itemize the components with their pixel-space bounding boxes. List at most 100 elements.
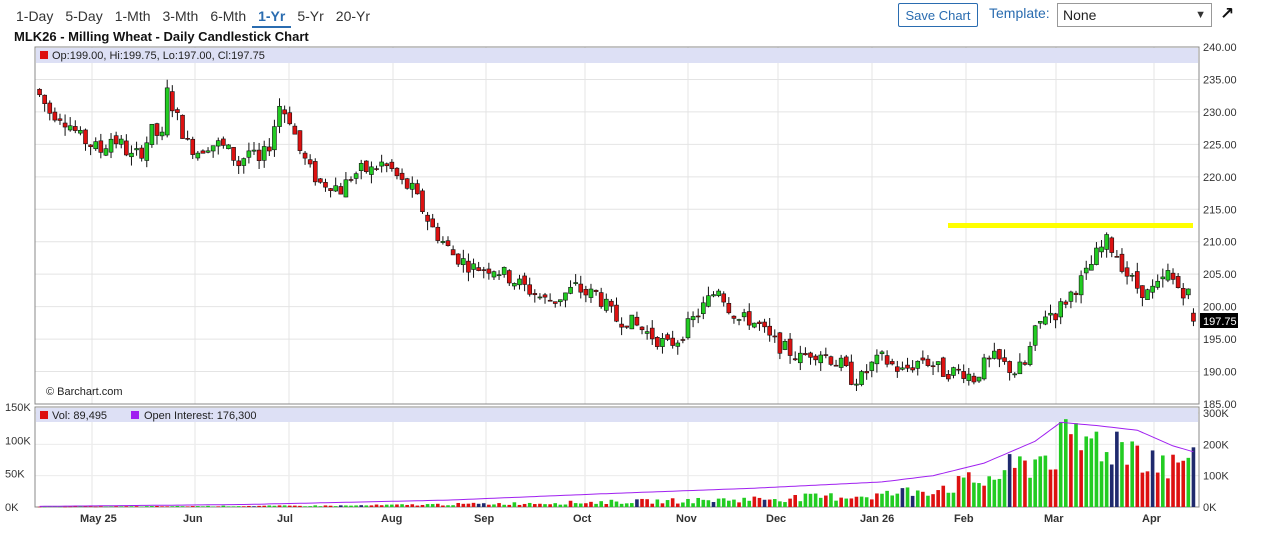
volume-bar <box>1109 464 1114 507</box>
candle-body <box>981 357 987 380</box>
candle-body <box>731 315 737 319</box>
volume-bar <box>481 503 486 507</box>
candle-body <box>716 290 721 296</box>
candle-body <box>312 161 318 183</box>
candle-body <box>425 214 430 222</box>
save-chart-button[interactable]: Save Chart <box>898 3 978 27</box>
volume-bar <box>885 490 889 507</box>
volume-bar <box>282 505 287 507</box>
candle-body <box>961 371 966 379</box>
candle-body <box>185 137 190 140</box>
range-tab-1-yr[interactable]: 1-Yr <box>252 6 292 28</box>
range-tab-20-yr[interactable]: 20-Yr <box>335 8 371 24</box>
candle-body <box>461 258 466 266</box>
candle-body <box>838 357 844 368</box>
candle-body <box>833 364 839 367</box>
candle-body <box>792 358 798 361</box>
volume-bar <box>609 499 614 507</box>
candle-body <box>338 186 344 195</box>
volume-bar <box>344 505 348 507</box>
candle-body <box>455 253 461 265</box>
candle-body <box>1175 276 1181 289</box>
volume-bar <box>793 494 798 507</box>
candle-body <box>1104 234 1109 250</box>
range-tab-1-mth[interactable]: 1-Mth <box>114 8 151 24</box>
range-tab-3-mth[interactable]: 3-Mth <box>162 8 199 24</box>
candle-body <box>200 150 206 154</box>
candle-body <box>1155 280 1161 288</box>
range-tab-1-day[interactable]: 1-Day <box>16 8 54 24</box>
price-tick-label: 230.00 <box>1203 107 1237 119</box>
volume-bar <box>742 497 746 507</box>
candle-body <box>93 141 99 150</box>
candle-body <box>1134 271 1140 289</box>
candle-body <box>706 295 711 307</box>
candle-body <box>144 142 150 161</box>
volume-bar <box>364 505 369 507</box>
volume-bar <box>211 506 215 507</box>
candle-body <box>292 125 298 135</box>
volume-bar <box>252 506 256 507</box>
volume-bar <box>415 505 420 507</box>
candle-body <box>900 367 905 370</box>
candle-body <box>466 260 471 273</box>
candle-body <box>552 301 558 304</box>
range-tab-5-yr[interactable]: 5-Yr <box>297 8 324 24</box>
expand-icon[interactable]: ↗ <box>1220 4 1235 23</box>
volume-bar <box>931 494 935 507</box>
candle-body <box>854 383 859 386</box>
candle-body <box>72 126 78 131</box>
volume-bar <box>405 504 409 507</box>
candle-body <box>118 138 124 145</box>
volume-bar <box>216 506 221 507</box>
volume-bar <box>384 504 389 507</box>
oi-tick-label: 300K <box>1203 408 1229 420</box>
volume-bar <box>1038 456 1043 507</box>
template-select[interactable]: None ▼ <box>1057 3 1212 27</box>
volume-bar <box>1023 460 1027 507</box>
price-tick-label: 215.00 <box>1203 204 1237 216</box>
volume-bar <box>1150 450 1155 507</box>
volume-bar <box>328 505 333 507</box>
candle-body <box>823 354 829 356</box>
range-tab-6-mth[interactable]: 6-Mth <box>210 8 247 24</box>
candle-body <box>752 322 757 328</box>
volume-bar <box>83 506 88 508</box>
volume-bar <box>1161 455 1165 507</box>
candle-body <box>394 167 400 177</box>
volume-bar <box>1104 452 1109 507</box>
volume-bar <box>1053 469 1058 507</box>
candle-body <box>415 183 420 195</box>
volume-bar <box>374 504 379 507</box>
candle-body <box>272 126 277 151</box>
volume-bar <box>864 497 869 507</box>
candle-body <box>78 130 83 134</box>
candle-body <box>149 123 155 145</box>
candle-body <box>971 375 977 383</box>
candle-body <box>134 148 139 151</box>
candle-body <box>333 185 338 192</box>
month-tick-label: Mar <box>1044 513 1064 525</box>
candle-body <box>905 364 910 369</box>
candle-body <box>655 337 660 347</box>
candle-body <box>1140 285 1145 299</box>
volume-bar <box>966 472 971 507</box>
candle-body <box>364 160 369 172</box>
volume-bar <box>1074 423 1078 507</box>
candle-body <box>164 87 170 136</box>
range-tab-5-day[interactable]: 5-Day <box>65 8 103 24</box>
volume-bar <box>1140 472 1145 507</box>
candle-body <box>190 138 196 155</box>
volume-bar <box>1018 456 1022 507</box>
volume-bar <box>538 503 542 507</box>
candle-body <box>895 366 900 372</box>
volume-bar <box>441 505 445 507</box>
volume-bar <box>1043 455 1048 507</box>
candle-body <box>542 294 548 298</box>
volume-bar <box>124 506 129 507</box>
volume-bar <box>517 504 522 507</box>
volume-bar <box>170 506 175 507</box>
volume-bar <box>338 505 343 507</box>
volume-bar <box>686 498 690 507</box>
volume-bar <box>88 506 93 507</box>
